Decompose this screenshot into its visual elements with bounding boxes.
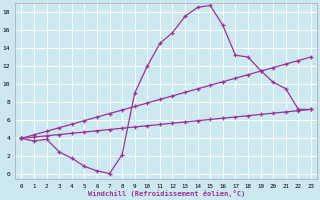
X-axis label: Windchill (Refroidissement éolien,°C): Windchill (Refroidissement éolien,°C) — [88, 190, 245, 197]
